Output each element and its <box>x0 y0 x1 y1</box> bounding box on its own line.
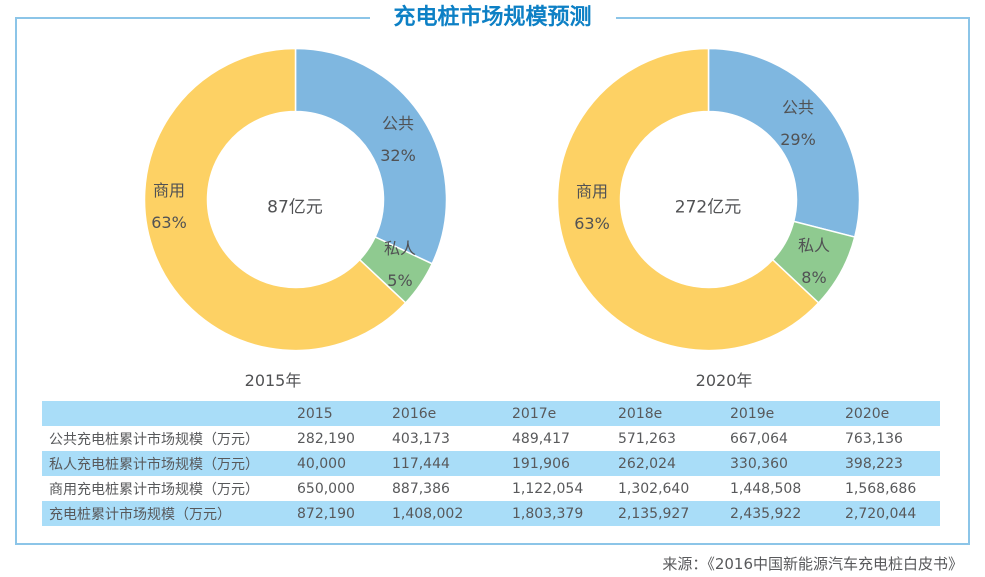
table-cell: 2,435,922 <box>730 505 802 522</box>
donut-svg-2020 <box>556 47 861 352</box>
table-cell: 191,906 <box>512 455 570 472</box>
table-cell: 1,568,686 <box>845 480 917 497</box>
slice-pct: 32% <box>380 146 416 165</box>
donut-slice-public <box>707 47 861 238</box>
column-header: 2019e <box>730 405 775 422</box>
donut-svg-2015 <box>143 47 448 352</box>
table-cell: 1,408,002 <box>392 505 464 522</box>
column-header: 2016e <box>392 405 437 422</box>
donut-chart-2020: 公共 29% 私人 8% 商用 63% 272亿元 2020年 <box>556 47 861 390</box>
slice-label-public-2020: 公共 29% <box>780 92 816 156</box>
market-size-table: 2015 2016e 2017e 2018e 2019e 2020e 公共充电桩累计市场规… <box>42 401 940 526</box>
table-cell: 282,190 <box>297 430 355 447</box>
table-cell: 117,444 <box>392 455 450 472</box>
table-cell: 667,064 <box>730 430 788 447</box>
table-cell: 1,122,054 <box>512 480 584 497</box>
table-cell: 403,173 <box>392 430 450 447</box>
source-note: 来源：《2016中国新能源汽车充电桩白皮书》 <box>662 555 963 573</box>
page-title: 充电桩市场规模预测 <box>369 3 616 32</box>
donut-center-value-2020: 272亿元 <box>674 197 742 218</box>
slice-pct: 29% <box>780 130 816 149</box>
table-cell: 650,000 <box>297 480 355 497</box>
donut-year-2020: 2020年 <box>695 371 753 390</box>
table-cell: 1,448,508 <box>730 480 802 497</box>
column-header <box>42 401 297 426</box>
table-cell: 872,190 <box>297 505 355 522</box>
column-header: 2015 <box>297 405 333 422</box>
slice-name: 商用 <box>152 181 185 200</box>
table-cell: 262,024 <box>618 455 676 472</box>
slice-pct: 63% <box>151 213 187 232</box>
table-row: 充电桩累计市场规模（万元） 872,190 1,408,002 1,803,379 2,… <box>42 501 940 526</box>
table-cell: 330,360 <box>730 455 788 472</box>
slice-name: 公共 <box>781 98 814 117</box>
table-cell: 2,135,927 <box>618 505 690 522</box>
row-label: 私人充电桩累计市场规模（万元） <box>49 456 259 473</box>
table-cell: 763,136 <box>845 430 903 447</box>
table-row: 商用充电桩累计市场规模（万元） 650,000 887,386 1,122,054 1,… <box>42 476 940 501</box>
column-header: 2017e <box>512 405 557 422</box>
row-label: 充电桩累计市场规模（万元） <box>49 506 231 523</box>
slice-label-public-2015: 公共 32% <box>380 108 416 172</box>
slice-name: 私人 <box>383 239 417 258</box>
slice-name: 商用 <box>575 182 608 201</box>
table-cell: 398,223 <box>845 455 903 472</box>
slice-label-commercial-2020: 商用 63% <box>574 176 610 240</box>
donut-slice-public <box>294 47 448 265</box>
row-label: 商用充电桩累计市场规模（万元） <box>49 481 259 498</box>
table-cell: 40,000 <box>297 455 346 472</box>
slice-pct: 63% <box>574 214 610 233</box>
table-cell: 887,386 <box>392 480 450 497</box>
slice-label-private-2015: 私人 5% <box>384 233 416 297</box>
slice-label-commercial-2015: 商用 63% <box>151 175 187 239</box>
column-header: 2020e <box>845 405 890 422</box>
table-cell: 571,263 <box>618 430 676 447</box>
column-header: 2018e <box>618 405 663 422</box>
table-cell: 489,417 <box>512 430 570 447</box>
table-row: 公共充电桩累计市场规模（万元） 282,190 403,173 489,417 571,… <box>42 426 940 451</box>
slice-label-private-2020: 私人 8% <box>798 230 830 294</box>
slice-pct: 8% <box>801 268 827 287</box>
slice-name: 私人 <box>797 236 831 255</box>
row-label: 公共充电桩累计市场规模（万元） <box>49 431 259 448</box>
donut-center-value-2015: 87亿元 <box>267 197 323 218</box>
donut-slice-commercial <box>556 47 820 352</box>
table-cell: 2,720,044 <box>845 505 917 522</box>
table-header-row: 2015 2016e 2017e 2018e 2019e 2020e <box>42 401 940 426</box>
slice-name: 公共 <box>381 114 414 133</box>
table-row: 私人充电桩累计市场规模（万元） 40,000 117,444 191,906 262,0… <box>42 451 940 476</box>
donut-slice-commercial <box>143 47 407 352</box>
donut-chart-2015: 公共 32% 私人 5% 商用 63% 87亿元 2015年 <box>143 47 448 390</box>
table-cell: 1,803,379 <box>512 505 584 522</box>
market-table-body: 公共充电桩累计市场规模（万元） 282,190 403,173 489,417 571,… <box>42 426 940 526</box>
slice-pct: 5% <box>387 271 413 290</box>
table-cell: 1,302,640 <box>618 480 690 497</box>
donut-year-2015: 2015年 <box>244 371 302 390</box>
